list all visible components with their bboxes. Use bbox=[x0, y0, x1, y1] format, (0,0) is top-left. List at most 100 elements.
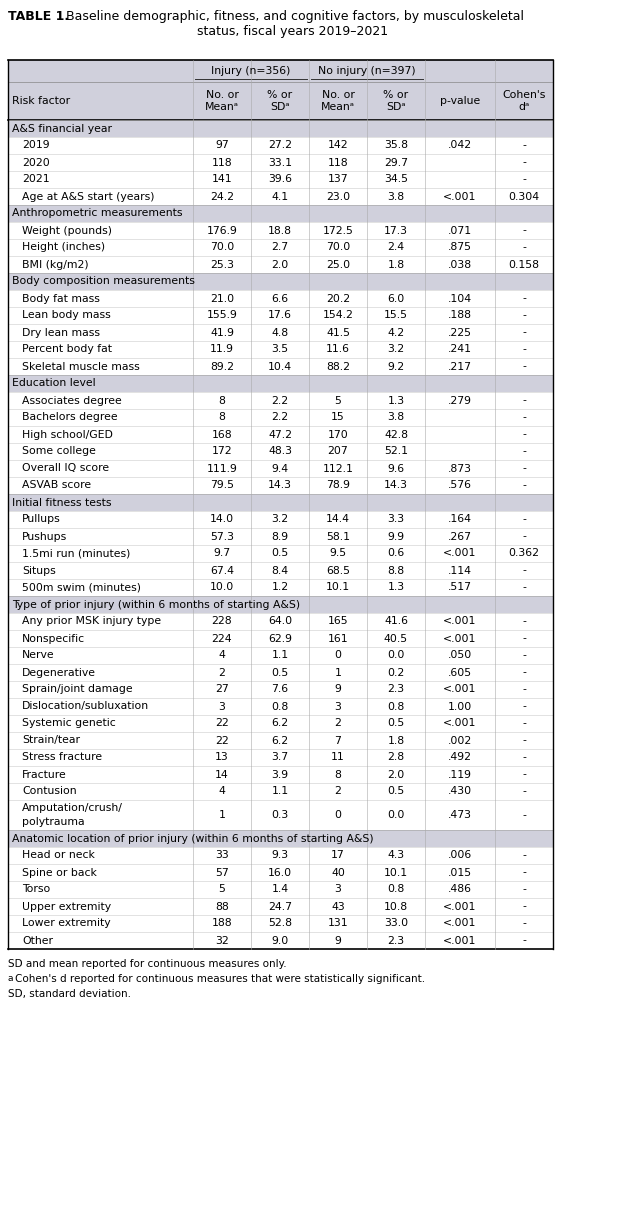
Text: 4.1: 4.1 bbox=[271, 192, 289, 202]
Text: Overall IQ score: Overall IQ score bbox=[22, 463, 109, 474]
Text: 39.6: 39.6 bbox=[268, 175, 292, 185]
Text: -: - bbox=[522, 175, 526, 185]
Text: 1.3: 1.3 bbox=[387, 582, 404, 593]
Text: -: - bbox=[522, 850, 526, 860]
Text: Strain/tear: Strain/tear bbox=[22, 735, 80, 746]
Text: 9: 9 bbox=[334, 936, 341, 945]
Text: Cohen's
dᵃ: Cohen's dᵃ bbox=[503, 90, 546, 112]
Text: 188: 188 bbox=[211, 919, 233, 928]
Text: 15.5: 15.5 bbox=[384, 311, 408, 321]
Text: -: - bbox=[522, 667, 526, 678]
Text: Nerve: Nerve bbox=[22, 650, 55, 661]
Bar bbox=[8, 205, 553, 222]
Text: 88.2: 88.2 bbox=[326, 362, 350, 372]
Text: -: - bbox=[522, 633, 526, 644]
Text: TABLE 1.: TABLE 1. bbox=[8, 10, 69, 23]
Bar bbox=[8, 273, 553, 290]
Text: Sprain/joint damage: Sprain/joint damage bbox=[22, 684, 132, 695]
Text: 141: 141 bbox=[211, 175, 233, 185]
Text: 79.5: 79.5 bbox=[210, 480, 234, 491]
Text: 224: 224 bbox=[211, 633, 233, 644]
Text: Education level: Education level bbox=[12, 379, 96, 389]
Text: .267: .267 bbox=[448, 531, 472, 542]
Text: 89.2: 89.2 bbox=[210, 362, 234, 372]
Text: Anatomic location of prior injury (within 6 months of starting A&S): Anatomic location of prior injury (withi… bbox=[12, 833, 374, 843]
Text: -: - bbox=[522, 480, 526, 491]
Text: Pullups: Pullups bbox=[22, 514, 61, 525]
Text: 17.6: 17.6 bbox=[268, 311, 292, 321]
Text: 5: 5 bbox=[218, 885, 225, 894]
Text: 1.3: 1.3 bbox=[387, 396, 404, 406]
Text: 131: 131 bbox=[327, 919, 348, 928]
Text: .188: .188 bbox=[448, 311, 472, 321]
Text: 0.2: 0.2 bbox=[387, 667, 404, 678]
Text: 3.3: 3.3 bbox=[387, 514, 404, 525]
Text: 47.2: 47.2 bbox=[268, 429, 292, 440]
Text: .050: .050 bbox=[448, 650, 472, 661]
Text: 9.6: 9.6 bbox=[387, 463, 404, 474]
Text: 25.0: 25.0 bbox=[326, 260, 350, 270]
Text: .038: .038 bbox=[448, 260, 472, 270]
Text: <.001: <.001 bbox=[443, 936, 476, 945]
Text: 1.2: 1.2 bbox=[271, 582, 289, 593]
Text: 9.9: 9.9 bbox=[387, 531, 404, 542]
Text: -: - bbox=[522, 413, 526, 423]
Text: 118: 118 bbox=[211, 158, 233, 168]
Text: <.001: <.001 bbox=[443, 548, 476, 559]
Text: 22: 22 bbox=[215, 718, 229, 729]
Text: 137: 137 bbox=[327, 175, 348, 185]
Text: 10.0: 10.0 bbox=[210, 582, 234, 593]
Text: 154.2: 154.2 bbox=[322, 311, 354, 321]
Text: .104: .104 bbox=[448, 294, 472, 304]
Text: 24.2: 24.2 bbox=[210, 192, 234, 202]
Text: -: - bbox=[522, 141, 526, 151]
Text: 0.362: 0.362 bbox=[508, 548, 540, 559]
Text: a: a bbox=[8, 974, 13, 983]
Text: Pushups: Pushups bbox=[22, 531, 68, 542]
Text: 2: 2 bbox=[218, 667, 225, 678]
Text: 2.3: 2.3 bbox=[387, 936, 404, 945]
Text: High school/GED: High school/GED bbox=[22, 429, 113, 440]
Text: 3: 3 bbox=[334, 701, 341, 712]
Text: .225: .225 bbox=[448, 328, 472, 338]
Text: No. or
Meanᵃ: No. or Meanᵃ bbox=[205, 90, 239, 112]
Text: .473: .473 bbox=[448, 810, 472, 820]
Text: Head or neck: Head or neck bbox=[22, 850, 95, 860]
Text: No injury (n=397): No injury (n=397) bbox=[318, 66, 416, 77]
Text: -: - bbox=[522, 735, 526, 746]
Text: 3.2: 3.2 bbox=[387, 345, 404, 355]
Text: Height (inches): Height (inches) bbox=[22, 243, 105, 253]
Text: Nonspecific: Nonspecific bbox=[22, 633, 85, 644]
Text: 10.8: 10.8 bbox=[384, 902, 408, 911]
Text: BMI (kg/m2): BMI (kg/m2) bbox=[22, 260, 89, 270]
Text: 4: 4 bbox=[218, 786, 225, 797]
Text: 9.5: 9.5 bbox=[329, 548, 347, 559]
Text: 52.8: 52.8 bbox=[268, 919, 292, 928]
Text: -: - bbox=[522, 158, 526, 168]
Text: .576: .576 bbox=[448, 480, 472, 491]
Text: 0.304: 0.304 bbox=[508, 192, 540, 202]
Text: 4: 4 bbox=[218, 650, 225, 661]
Text: -: - bbox=[522, 565, 526, 576]
Text: 172.5: 172.5 bbox=[322, 226, 354, 236]
Text: 2.3: 2.3 bbox=[387, 684, 404, 695]
Text: 1.8: 1.8 bbox=[387, 260, 404, 270]
Text: Initial fitness tests: Initial fitness tests bbox=[12, 497, 111, 508]
Text: -: - bbox=[522, 936, 526, 945]
Text: 20.2: 20.2 bbox=[326, 294, 350, 304]
Text: 42.8: 42.8 bbox=[384, 429, 408, 440]
Text: 1: 1 bbox=[334, 667, 341, 678]
Text: 1.1: 1.1 bbox=[271, 650, 289, 661]
Text: 2: 2 bbox=[334, 786, 341, 797]
Text: 27.2: 27.2 bbox=[268, 141, 292, 151]
Text: -: - bbox=[522, 752, 526, 763]
Text: <.001: <.001 bbox=[443, 192, 476, 202]
Text: 3: 3 bbox=[218, 701, 225, 712]
Text: Anthropometric measurements: Anthropometric measurements bbox=[12, 209, 182, 219]
Bar bbox=[8, 597, 553, 614]
Text: Skeletal muscle mass: Skeletal muscle mass bbox=[22, 362, 140, 372]
Text: 168: 168 bbox=[211, 429, 233, 440]
Text: 0.8: 0.8 bbox=[387, 885, 404, 894]
Text: 2.2: 2.2 bbox=[271, 413, 289, 423]
Text: 9.7: 9.7 bbox=[213, 548, 231, 559]
